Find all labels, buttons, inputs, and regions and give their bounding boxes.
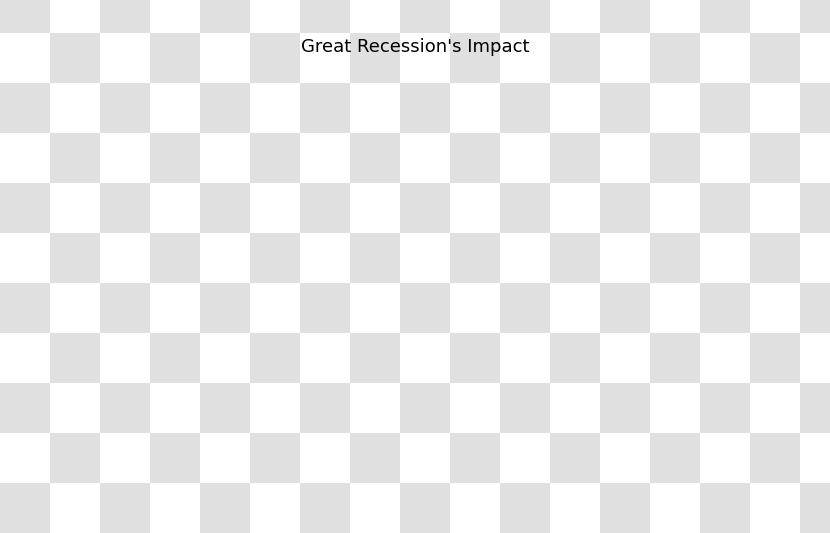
Title: Housing and Related Employment: Housing and Related Employment (183, 74, 688, 100)
Legend: Oregon, U.S.: Oregon, U.S. (658, 313, 782, 383)
Oregon (589, 434, 599, 440)
Text: Great Recession's Impact: Great Recession's Impact (300, 38, 530, 56)
Oregon (464, 423, 474, 429)
Oregon (297, 414, 307, 420)
Oregon (672, 426, 682, 433)
Oregon (325, 421, 335, 427)
Oregon (61, 148, 71, 154)
U.S. (61, 148, 71, 154)
Line: Oregon: Oregon (66, 151, 830, 437)
U.S. (505, 365, 515, 371)
U.S. (478, 361, 488, 367)
U.S. (367, 365, 377, 371)
Line: U.S.: U.S. (66, 151, 830, 368)
U.S. (672, 354, 682, 361)
U.S. (297, 354, 307, 361)
U.S. (325, 359, 335, 366)
Oregon (492, 427, 502, 434)
